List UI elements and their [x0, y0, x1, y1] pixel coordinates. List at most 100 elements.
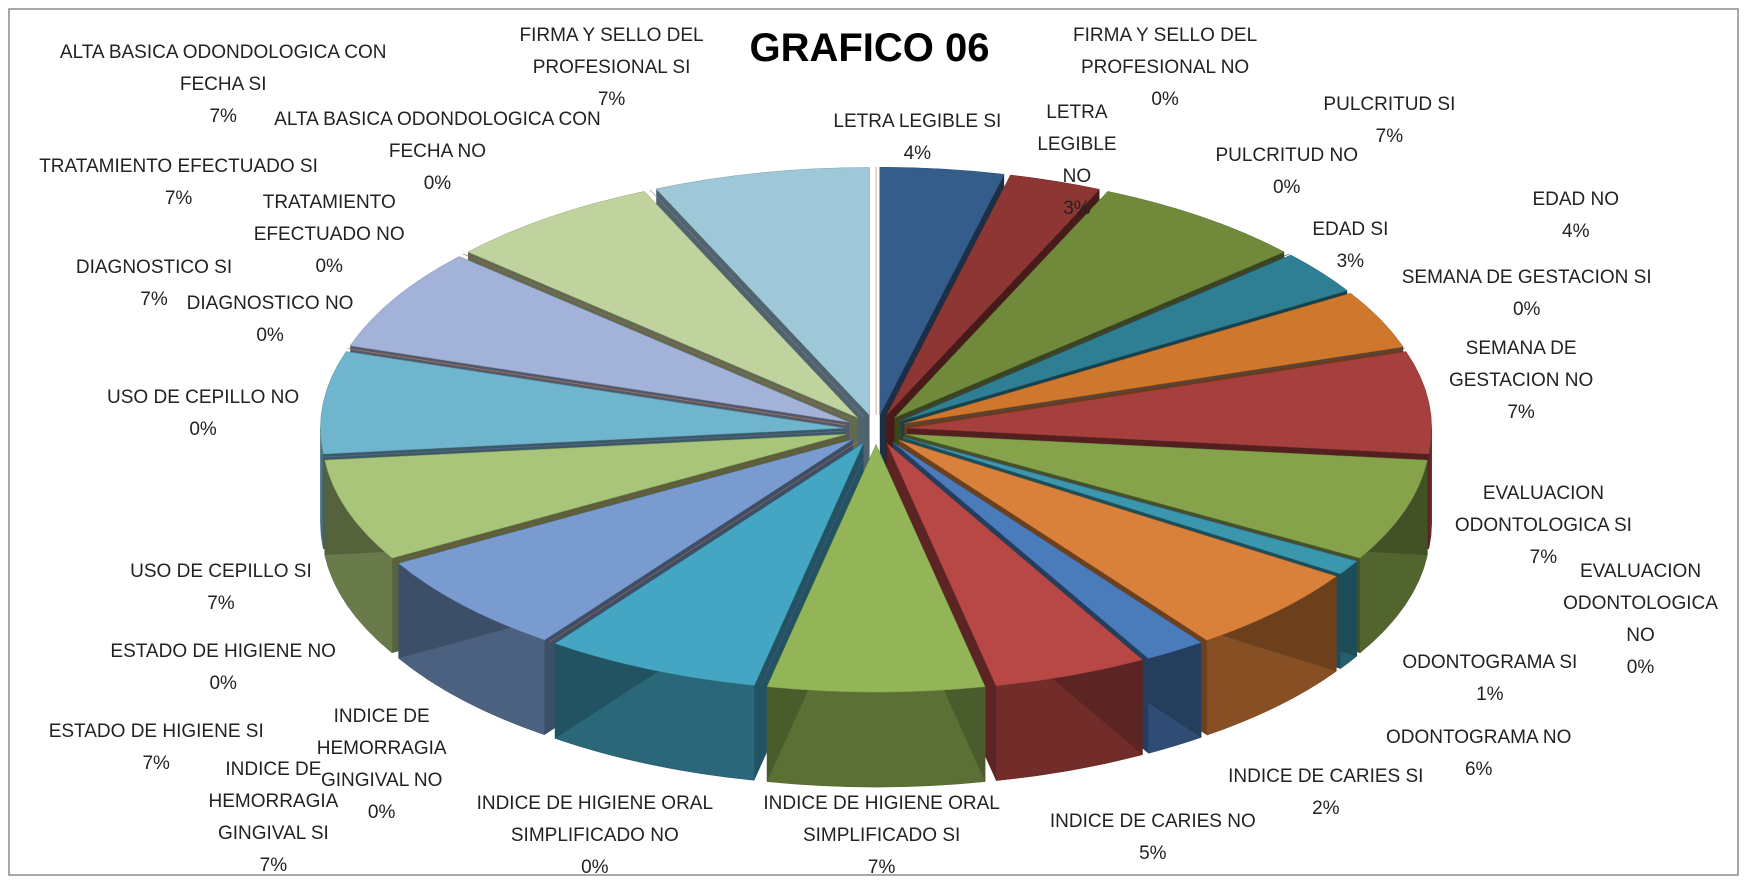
- label-value: 0%: [256, 324, 284, 346]
- data-label: DIAGNOSTICO NO 0%: [170, 288, 371, 352]
- data-label: EVALUACION ODONTOLOGICA SI 7%: [1432, 478, 1655, 574]
- slice: [394, 436, 850, 562]
- label-category: LETRA LEGIBLE SI: [833, 111, 1002, 133]
- label-value: 7%: [207, 592, 235, 614]
- label-value: 0%: [1151, 89, 1179, 111]
- slice: [766, 443, 986, 693]
- label-category: ALTA BASICA ODONDOLOGICA CON FECHA NO: [274, 108, 601, 162]
- slice: [898, 439, 1337, 641]
- label-category: DIAGNOSTICO SI: [75, 257, 233, 279]
- label-category: USO DE CEPILLO NO: [107, 386, 300, 408]
- data-label: PULCRITUD SI 7%: [1306, 89, 1473, 153]
- label-value: 0%: [315, 256, 343, 278]
- data-label: INDICE DE CARIES SI 2%: [1203, 761, 1449, 825]
- data-label: ESTADO DE HIGIENE NO 0%: [78, 636, 368, 700]
- label-value: 7%: [164, 187, 193, 209]
- data-label: INDICE DE HEMORRAGIA GINGIVAL NO 0%: [304, 701, 460, 829]
- label-value: 4%: [903, 143, 932, 165]
- label-category: DIAGNOSTICO NO: [186, 292, 354, 314]
- slice: [904, 292, 1404, 424]
- label-value: 7%: [1507, 401, 1535, 423]
- label-value: 1%: [1476, 684, 1504, 706]
- label-category: FIRMA Y SELLO DEL PROFESIONAL NO: [1073, 25, 1258, 79]
- slice: [549, 441, 858, 643]
- label-category: EDAD SI: [1312, 219, 1389, 241]
- data-label: SEMANA DE GESTACION NO 7%: [1423, 333, 1618, 429]
- label-category: ALTA BASICA ODONDOLOGICA CON FECHA SI: [59, 41, 387, 95]
- data-label: INDICE DE HIGIENE ORAL SIMPLIFICADO SI 7%: [737, 788, 1027, 884]
- slice: [554, 442, 864, 686]
- slice: [323, 430, 845, 458]
- slice: [760, 443, 870, 687]
- label-category: INDICE DE HIGIENE ORAL SIMPLIFICADO SI: [763, 792, 1000, 846]
- slice: [324, 433, 847, 559]
- slice: [879, 167, 1005, 416]
- label-category: ESTADO DE HIGIENE NO: [110, 641, 336, 663]
- slice: [398, 439, 853, 641]
- label-value: 0%: [189, 418, 217, 440]
- label-value: 0%: [1626, 656, 1655, 678]
- label-category: ESTADO DE HIGIENE SI: [48, 721, 264, 743]
- label-value: 0%: [423, 172, 452, 194]
- label-value: 7%: [597, 89, 626, 111]
- label-value: 0%: [209, 673, 237, 695]
- slice: [892, 441, 1202, 659]
- label-value: 0%: [1512, 299, 1541, 321]
- label-category: EVALUACION ODONTOLOGICA SI: [1454, 482, 1632, 536]
- label-value: 7%: [259, 855, 288, 877]
- data-label: USO DE CEPILLO NO 0%: [86, 382, 320, 446]
- slice: [467, 191, 858, 418]
- slice: [885, 174, 1100, 416]
- slice: [894, 191, 1285, 418]
- label-value: 3%: [1063, 198, 1091, 220]
- label-value: 2%: [1312, 798, 1340, 820]
- slice: [320, 351, 846, 455]
- data-label: ODONTOGRAMA NO 6%: [1356, 722, 1602, 786]
- label-category: ODONTOGRAMA NO: [1385, 727, 1572, 749]
- data-label: INDICE DE HEMORRAGIA GINGIVAL SI 7%: [195, 754, 351, 882]
- label-value: 5%: [1139, 842, 1167, 864]
- data-label: LETRA LEGIBLE SI 4%: [806, 106, 1029, 170]
- data-label: PULCRITUD NO 0%: [1197, 140, 1376, 204]
- data-label: TRATAMIENTO EFECTUADO NO 0%: [234, 187, 424, 283]
- data-label: FIRMA Y SELLO DEL PROFESIONAL SI 7%: [494, 20, 728, 116]
- slice: [649, 189, 864, 417]
- label-value: 0%: [581, 856, 609, 878]
- label-category: INDICE DE HEMORRAGIA GINGIVAL SI: [208, 759, 339, 845]
- slice: [907, 351, 1432, 455]
- label-category: ODONTOGRAMA SI: [1402, 652, 1578, 674]
- label-category: INDICE DE CARIES NO: [1049, 810, 1256, 832]
- label-value: 7%: [1375, 126, 1404, 148]
- slice: [655, 167, 870, 416]
- data-label: EDAD NO 4%: [1509, 184, 1643, 248]
- label-value: 7%: [140, 289, 168, 311]
- label-category: INDICE DE HEMORRAGIA GINGIVAL NO: [316, 705, 447, 791]
- label-value: 0%: [367, 801, 396, 823]
- data-label: EVALUACION ODONTOLOGICA NO 0%: [1557, 556, 1724, 684]
- label-category: SEMANA DE GESTACION NO: [1448, 337, 1594, 391]
- label-value: 7%: [1529, 546, 1558, 568]
- slice: [900, 254, 1348, 422]
- label-value: 3%: [1336, 251, 1365, 273]
- slice: [886, 443, 1144, 687]
- data-label: TRATAMIENTO EFECTUADO SI 7%: [11, 151, 346, 215]
- label-value: 7%: [142, 753, 170, 775]
- pie: [320, 167, 1432, 788]
- label-category: LETRA LEGIBLE NO: [1037, 102, 1117, 188]
- data-label: ESTADO DE HIGIENE SI 7%: [45, 716, 268, 780]
- label-value: 6%: [1464, 759, 1493, 781]
- label-value: 0%: [1272, 176, 1301, 198]
- slice: [905, 433, 1428, 559]
- label-category: INDICE DE HIGIENE ORAL SIMPLIFICADO NO: [476, 792, 714, 846]
- label-category: PULCRITUD SI: [1323, 94, 1456, 116]
- label-category: EVALUACION ODONTOLOGICA NO: [1563, 560, 1718, 646]
- label-category: USO DE CEPILLO SI: [130, 560, 312, 582]
- label-category: INDICE DE CARIES SI: [1228, 766, 1424, 788]
- data-label: ODONTOGRAMA SI 1%: [1378, 647, 1601, 711]
- data-label: DIAGNOSTICO SI 7%: [76, 252, 232, 316]
- label-category: FIRMA Y SELLO DEL PROFESIONAL SI: [519, 25, 704, 79]
- slice: [349, 256, 850, 423]
- data-label: INDICE DE HIGIENE ORAL SIMPLIFICADO NO 0%: [450, 788, 740, 884]
